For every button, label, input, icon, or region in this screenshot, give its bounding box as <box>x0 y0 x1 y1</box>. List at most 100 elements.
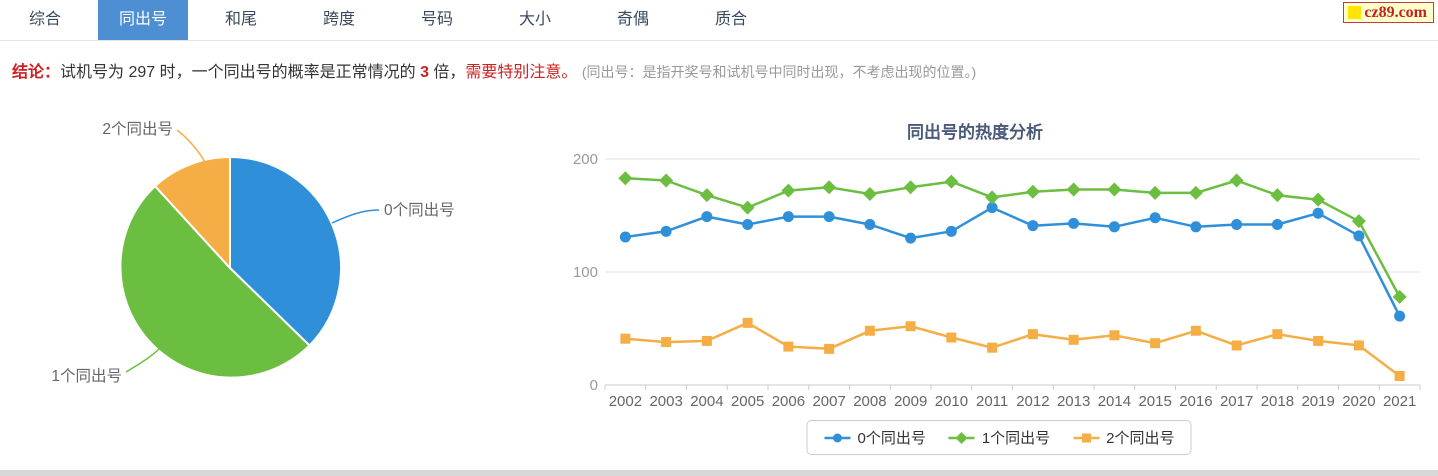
y-axis-label: 0 <box>590 377 598 394</box>
legend-item-series-0[interactable]: 0个同出号 <box>823 427 926 448</box>
data-point-2-2007[interactable] <box>824 343 835 354</box>
tab-tongchuhao[interactable]: 同出号 <box>98 0 188 40</box>
data-point-1-2016[interactable] <box>1188 185 1203 200</box>
data-point-1-2021[interactable] <box>1392 289 1407 304</box>
data-point-1-2015[interactable] <box>1148 185 1163 200</box>
data-point-1-2013[interactable] <box>1066 182 1081 197</box>
data-point-2-2006[interactable] <box>783 341 794 352</box>
series-1 <box>618 171 1407 304</box>
pie-label-0: 0个同出号 <box>384 201 455 219</box>
tab-zhihe[interactable]: 质合 <box>714 11 747 28</box>
tab-haoma[interactable]: 号码 <box>420 11 453 28</box>
x-axis-label: 2015 <box>1138 393 1171 410</box>
data-point-2-2020[interactable] <box>1353 340 1364 351</box>
pie-slice-1[interactable] <box>119 184 311 379</box>
data-point-0-2020[interactable] <box>1353 230 1365 242</box>
data-point-1-2006[interactable] <box>781 183 796 198</box>
x-axis-label: 2005 <box>731 393 764 410</box>
tab-kuadu[interactable]: 跨度 <box>322 11 355 28</box>
data-point-2-2004[interactable] <box>701 335 712 346</box>
data-point-0-2015[interactable] <box>1149 212 1161 224</box>
data-point-2-2010[interactable] <box>946 332 957 343</box>
data-point-1-2012[interactable] <box>1025 184 1040 199</box>
legend-marker-square-icon <box>1073 433 1100 442</box>
data-point-2-2002[interactable] <box>620 333 631 344</box>
data-point-0-2009[interactable] <box>905 232 917 244</box>
x-axis-label: 2009 <box>894 393 927 410</box>
x-axis-label: 2003 <box>649 393 682 410</box>
data-point-0-2004[interactable] <box>701 211 713 223</box>
tab-zonghe[interactable]: 综合 <box>28 11 61 28</box>
data-point-2-2003[interactable] <box>661 337 672 348</box>
data-point-0-2013[interactable] <box>1068 217 1080 229</box>
pie-label-2: 2个同出号 <box>102 120 173 138</box>
data-point-1-2005[interactable] <box>740 200 755 215</box>
x-axis-label: 2020 <box>1342 393 1375 410</box>
series-line-0 <box>624 206 1401 318</box>
data-point-2-2009[interactable] <box>905 321 916 332</box>
data-point-1-2018[interactable] <box>1270 188 1285 203</box>
data-point-2-2014[interactable] <box>1109 330 1120 341</box>
data-point-0-2006[interactable] <box>782 211 794 223</box>
data-point-2-2016[interactable] <box>1190 325 1201 336</box>
data-point-0-2019[interactable] <box>1312 207 1324 219</box>
data-point-1-2002[interactable] <box>618 171 633 186</box>
data-point-2-2008[interactable] <box>864 325 875 336</box>
legend-label: 0个同出号 <box>857 430 926 447</box>
data-point-2-2013[interactable] <box>1068 334 1079 345</box>
conclusion-warning: 需要特别注意。 <box>465 64 578 81</box>
data-point-1-2004[interactable] <box>699 188 714 203</box>
x-axis-label: 2017 <box>1220 393 1253 410</box>
tab-daxiao[interactable]: 大小 <box>518 11 551 28</box>
data-point-1-2011[interactable] <box>985 190 1000 205</box>
data-point-0-2011[interactable] <box>986 202 998 214</box>
data-point-1-2008[interactable] <box>862 187 877 202</box>
data-point-2-2005[interactable] <box>742 317 753 328</box>
data-point-0-2018[interactable] <box>1271 219 1283 231</box>
pie-label-1: 1个同出号 <box>51 367 122 385</box>
pie-slice-2[interactable] <box>153 155 231 271</box>
data-point-0-2016[interactable] <box>1190 221 1202 233</box>
x-axis-label: 2019 <box>1301 393 1334 410</box>
data-point-2-2015[interactable] <box>1150 338 1161 349</box>
tab-jiou[interactable]: 奇偶 <box>616 11 649 28</box>
data-point-0-2007[interactable] <box>823 211 835 223</box>
site-logo[interactable]: cz89.com <box>1343 2 1434 23</box>
data-point-0-2010[interactable] <box>945 225 957 237</box>
data-point-0-2008[interactable] <box>864 219 876 231</box>
data-point-0-2005[interactable] <box>742 219 754 231</box>
tab-hewei[interactable]: 和尾 <box>224 11 257 28</box>
data-point-1-2003[interactable] <box>659 173 674 188</box>
data-point-1-2009[interactable] <box>903 180 918 195</box>
data-point-0-2012[interactable] <box>1027 220 1039 232</box>
legend-marker-circle-icon <box>824 433 851 442</box>
data-point-0-2002[interactable] <box>619 231 631 243</box>
legend-label: 1个同出号 <box>981 430 1051 447</box>
data-point-2-2018[interactable] <box>1272 329 1283 340</box>
pie-chart: 0个同出号 1个同出号 2个同出号 <box>0 100 520 430</box>
conclusion-prefix: 结论： <box>12 64 61 81</box>
logo-text: cz89.com <box>1364 4 1427 21</box>
x-axis-label: 2010 <box>935 393 968 410</box>
legend-item-series-2[interactable]: 2个同出号 <box>1072 427 1175 448</box>
data-point-2-2021[interactable] <box>1394 370 1405 381</box>
pie-slice-0[interactable] <box>229 155 343 347</box>
data-point-2-2019[interactable] <box>1313 335 1324 346</box>
data-point-2-2012[interactable] <box>1027 329 1038 340</box>
data-point-2-2011[interactable] <box>987 342 998 353</box>
data-point-1-2017[interactable] <box>1229 173 1244 188</box>
data-point-0-2017[interactable] <box>1231 219 1243 231</box>
data-point-1-2007[interactable] <box>822 180 837 195</box>
pie-label-line-1 <box>125 347 161 373</box>
legend-item-series-1[interactable]: 1个同出号 <box>948 427 1050 448</box>
x-axis-label: 2014 <box>1098 393 1131 410</box>
data-point-2-2017[interactable] <box>1231 340 1242 351</box>
data-point-1-2019[interactable] <box>1311 192 1326 207</box>
data-point-0-2003[interactable] <box>660 225 672 237</box>
x-axis-label: 2021 <box>1383 393 1416 410</box>
data-point-0-2021[interactable] <box>1394 310 1406 322</box>
data-point-1-2010[interactable] <box>944 174 959 189</box>
data-point-1-2014[interactable] <box>1107 182 1122 197</box>
data-point-1-2020[interactable] <box>1351 214 1366 229</box>
data-point-0-2014[interactable] <box>1108 221 1120 233</box>
